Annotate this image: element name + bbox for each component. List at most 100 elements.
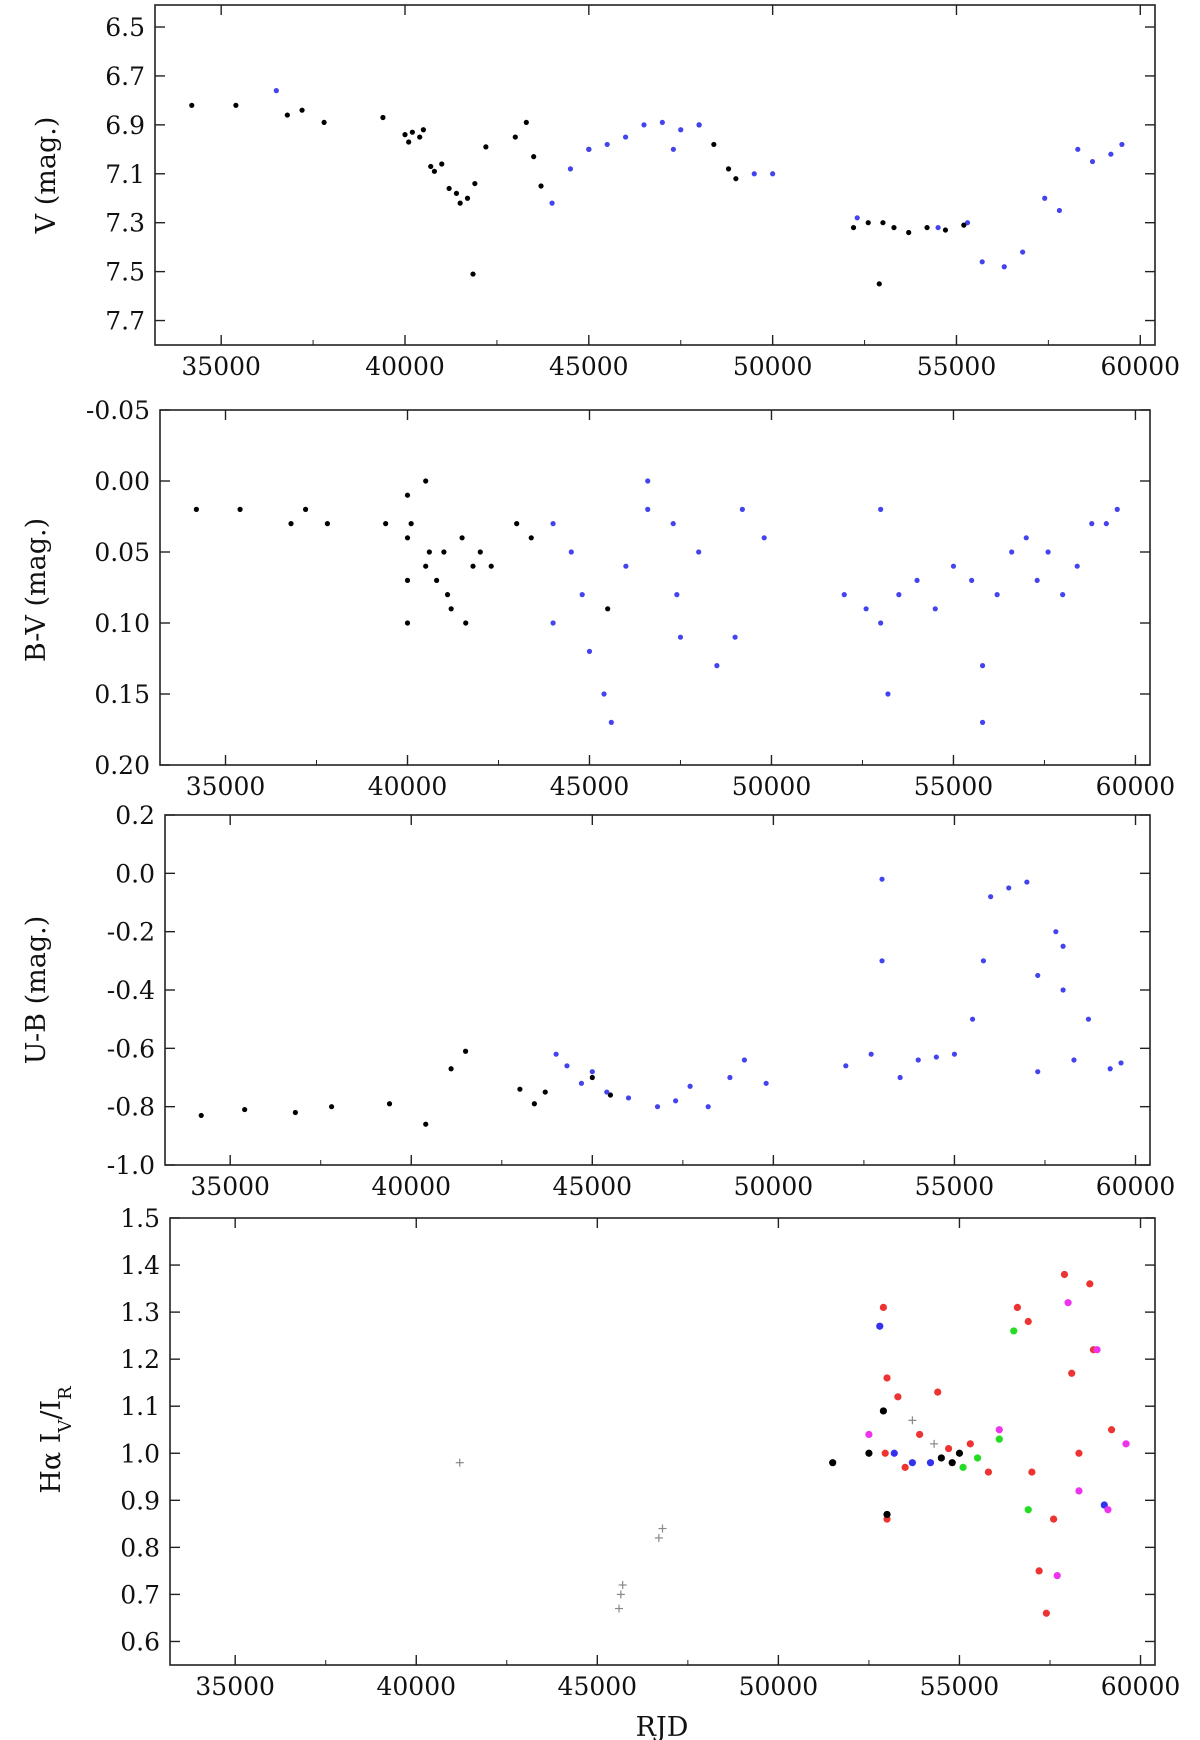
data-point-black-dense <box>850 224 857 231</box>
data-point-black <box>386 1101 393 1107</box>
data-point-black <box>589 1074 595 1081</box>
y-tick-label: 1.1 <box>120 1392 160 1421</box>
data-point-blue <box>714 663 720 669</box>
panel-u-b-color: U-B (mag.) 35000 40000 45000 50000 55000 6000… <box>21 801 1175 1201</box>
data-point-blue <box>645 478 651 484</box>
data-point-blue <box>1009 549 1015 555</box>
data-point-black <box>523 119 529 126</box>
data-point-black <box>937 1454 945 1462</box>
data-point-red <box>916 1430 924 1439</box>
data-point-magenta <box>865 1430 873 1439</box>
x-tick-label: 55000 <box>914 772 994 801</box>
data-point-black <box>512 134 518 140</box>
data-point-blue <box>896 592 902 598</box>
data-point-blue <box>988 894 994 900</box>
data-point-blue <box>568 549 574 555</box>
y-tick-label: 1.4 <box>120 1251 160 1280</box>
x-tick-label: 40000 <box>365 352 445 381</box>
data-point-black <box>434 577 440 584</box>
data-point-green <box>1024 1506 1032 1514</box>
x-tick-label: 35000 <box>195 1672 275 1701</box>
data-point-red <box>1050 1515 1058 1523</box>
y-tick-label: 6.7 <box>105 62 145 91</box>
data-point-blue <box>659 119 665 126</box>
data-point-blue <box>696 122 702 128</box>
data-point-blue <box>763 1080 769 1086</box>
data-point-gray-errorbar <box>658 1524 667 1533</box>
x-tick-label: 55000 <box>920 1672 1000 1701</box>
data-point-black <box>417 134 423 140</box>
data-point-gray-errorbar <box>616 1590 625 1599</box>
data-point-black <box>453 190 460 196</box>
y-axis-title: U-B (mag.) <box>21 916 52 1064</box>
data-point-gray-errorbar <box>654 1533 663 1542</box>
y-tick-label: 7.5 <box>105 258 145 287</box>
data-point-black <box>448 606 454 612</box>
data-point-black <box>193 506 199 512</box>
data-point-blue <box>1103 521 1109 527</box>
data-point-green <box>973 1454 982 1462</box>
x-tick-label: 60000 <box>1101 352 1181 381</box>
data-point-magenta <box>1053 1572 1061 1580</box>
data-point-black <box>955 1449 964 1457</box>
x-tick-label: 50000 <box>733 352 813 381</box>
data-point-green <box>1010 1327 1018 1335</box>
plot-frame <box>154 4 1156 346</box>
data-point-black <box>420 127 426 133</box>
data-point-magenta <box>1093 1346 1101 1354</box>
x-tick-label: 35000 <box>186 772 266 801</box>
data-point-blue <box>622 134 629 140</box>
y-tick-label: 0.8 <box>120 1533 160 1562</box>
data-points <box>189 88 1125 287</box>
data-point-black <box>865 1449 873 1457</box>
data-point-black <box>402 132 408 138</box>
data-point-black <box>733 176 739 182</box>
panel-v-magnitude: V (mag.) 35000 40000 45000 50000 55000 60000 6… <box>31 4 1181 381</box>
data-point-blue <box>623 563 629 569</box>
y-axis-title-mid: /I <box>36 1400 67 1420</box>
data-point-black <box>324 521 331 527</box>
data-point-blue <box>553 1051 559 1057</box>
data-point-red <box>879 1303 888 1311</box>
y-axis-title: Hα IV/IR <box>36 1386 76 1494</box>
data-point-red <box>1075 1449 1083 1457</box>
data-point-black <box>423 563 429 569</box>
data-point-blue <box>951 1051 958 1057</box>
data-point-magenta <box>1122 1440 1130 1448</box>
data-point-red <box>934 1388 942 1396</box>
data-point-blue <box>608 719 614 726</box>
x-tick-label: 50000 <box>732 772 812 801</box>
y-tick-label: 6.9 <box>105 111 145 140</box>
data-point-black <box>607 1092 614 1098</box>
data-point-black <box>462 1048 469 1054</box>
data-points <box>455 1270 1130 1617</box>
data-point-blue <box>915 1057 921 1063</box>
data-point-blue <box>926 1459 935 1467</box>
data-point-blue <box>980 958 987 964</box>
data-point-blue <box>654 1104 661 1110</box>
data-point-gray-errorbar <box>618 1581 627 1590</box>
data-point-black <box>483 144 489 150</box>
data-point-blue <box>273 88 279 94</box>
data-point-red <box>1035 1567 1043 1575</box>
data-point-blue <box>1060 592 1066 598</box>
data-point-blue <box>670 521 676 527</box>
data-point-blue <box>739 506 745 512</box>
data-point-red <box>894 1393 902 1401</box>
data-point-black <box>404 620 411 626</box>
data-point-black <box>531 154 537 160</box>
data-point-black <box>284 112 290 118</box>
y-axis-title-sub-r: R <box>55 1386 76 1400</box>
y-tick-label: -0.4 <box>107 976 155 1005</box>
data-point-gray-errorbar <box>930 1439 939 1448</box>
data-point-blue <box>751 171 757 177</box>
data-point-black <box>542 1089 548 1095</box>
data-point-black <box>426 549 432 555</box>
data-point-gray-errorbar <box>455 1458 464 1467</box>
x-tick-label: 35000 <box>190 1172 270 1201</box>
data-point-blue <box>564 1063 570 1069</box>
y-tick-label: 7.3 <box>105 209 145 238</box>
x-tick-label: 50000 <box>734 1172 814 1201</box>
data-point-black <box>288 521 294 527</box>
